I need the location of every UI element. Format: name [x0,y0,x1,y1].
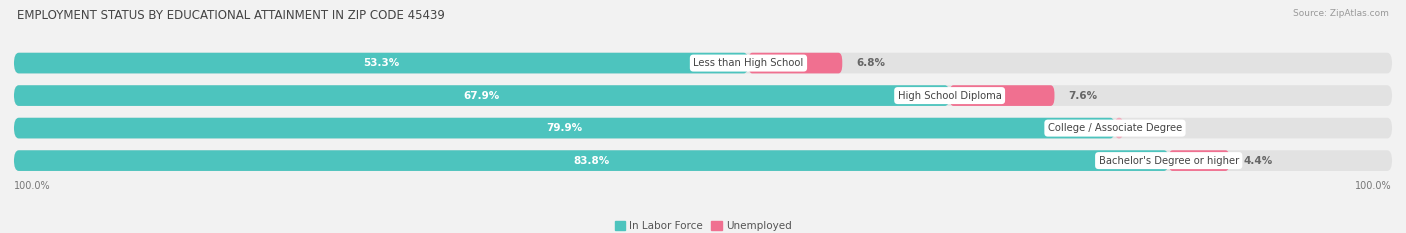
Text: Less than High School: Less than High School [693,58,804,68]
Text: 100.0%: 100.0% [14,181,51,191]
Text: 4.4%: 4.4% [1243,156,1272,166]
FancyBboxPatch shape [14,118,1115,138]
FancyBboxPatch shape [14,53,1392,73]
Text: 6.8%: 6.8% [856,58,884,68]
Text: Bachelor's Degree or higher: Bachelor's Degree or higher [1098,156,1239,166]
Text: 0.6%: 0.6% [1137,123,1166,133]
FancyBboxPatch shape [14,118,1392,138]
Text: 7.6%: 7.6% [1069,91,1097,101]
Text: EMPLOYMENT STATUS BY EDUCATIONAL ATTAINMENT IN ZIP CODE 45439: EMPLOYMENT STATUS BY EDUCATIONAL ATTAINM… [17,9,444,22]
Text: Source: ZipAtlas.com: Source: ZipAtlas.com [1294,9,1389,18]
FancyBboxPatch shape [748,53,842,73]
FancyBboxPatch shape [14,85,1392,106]
FancyBboxPatch shape [1115,118,1123,138]
FancyBboxPatch shape [949,85,1054,106]
Text: College / Associate Degree: College / Associate Degree [1047,123,1182,133]
Text: 79.9%: 79.9% [547,123,582,133]
Legend: In Labor Force, Unemployed: In Labor Force, Unemployed [610,217,796,233]
Text: 53.3%: 53.3% [363,58,399,68]
FancyBboxPatch shape [14,150,1392,171]
Text: 100.0%: 100.0% [1355,181,1392,191]
Text: High School Diploma: High School Diploma [897,91,1001,101]
FancyBboxPatch shape [14,53,748,73]
FancyBboxPatch shape [14,85,949,106]
FancyBboxPatch shape [14,150,1168,171]
FancyBboxPatch shape [1168,150,1229,171]
Text: 83.8%: 83.8% [574,156,610,166]
Text: 67.9%: 67.9% [464,91,501,101]
